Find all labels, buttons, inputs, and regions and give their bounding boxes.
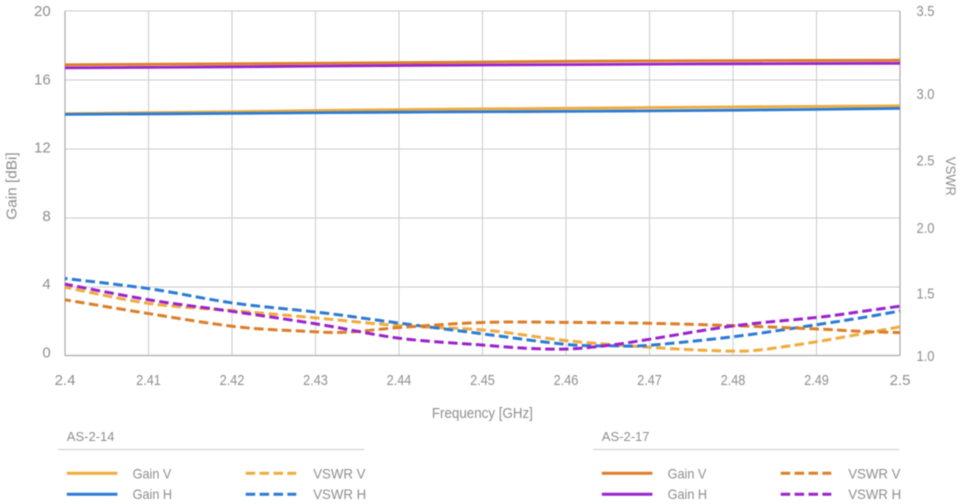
svg-text:2.46: 2.46 — [554, 372, 579, 389]
svg-text:VSWR V: VSWR V — [313, 465, 366, 481]
svg-text:2.5: 2.5 — [917, 153, 935, 170]
svg-text:8: 8 — [42, 208, 50, 225]
svg-text:2.41: 2.41 — [136, 372, 161, 389]
svg-text:2.48: 2.48 — [721, 372, 746, 389]
svg-text:0: 0 — [42, 344, 50, 361]
svg-text:2.45: 2.45 — [470, 372, 495, 389]
svg-text:VSWR V: VSWR V — [848, 465, 901, 481]
svg-text:Gain [dBi]: Gain [dBi] — [4, 152, 21, 220]
svg-text:1.0: 1.0 — [917, 348, 935, 365]
svg-text:Gain H: Gain H — [668, 486, 708, 502]
svg-text:Gain V: Gain V — [133, 465, 172, 481]
svg-text:16: 16 — [34, 71, 51, 88]
svg-text:2.49: 2.49 — [804, 372, 829, 389]
svg-text:2.44: 2.44 — [387, 372, 412, 389]
svg-text:20: 20 — [34, 3, 51, 20]
svg-text:2.4: 2.4 — [55, 372, 76, 389]
svg-text:VSWR: VSWR — [943, 157, 959, 196]
svg-text:2.43: 2.43 — [303, 372, 328, 389]
svg-text:VSWR H: VSWR H — [848, 486, 901, 502]
svg-text:Gain V: Gain V — [668, 465, 707, 481]
svg-text:1.5: 1.5 — [917, 286, 935, 303]
svg-text:VSWR H: VSWR H — [313, 486, 366, 502]
svg-text:Frequency [GHz]: Frequency [GHz] — [432, 406, 533, 422]
svg-text:4: 4 — [42, 276, 50, 293]
svg-text:AS-2-14: AS-2-14 — [67, 429, 115, 444]
svg-text:2.0: 2.0 — [917, 220, 935, 237]
svg-text:3.5: 3.5 — [917, 3, 935, 20]
svg-text:2.5: 2.5 — [890, 372, 911, 389]
svg-text:2.47: 2.47 — [637, 372, 662, 389]
svg-text:Gain H: Gain H — [133, 486, 173, 502]
svg-text:3.0: 3.0 — [917, 86, 935, 103]
svg-text:12: 12 — [34, 140, 51, 157]
svg-text:2.42: 2.42 — [220, 372, 245, 389]
svg-text:AS-2-17: AS-2-17 — [602, 429, 650, 444]
